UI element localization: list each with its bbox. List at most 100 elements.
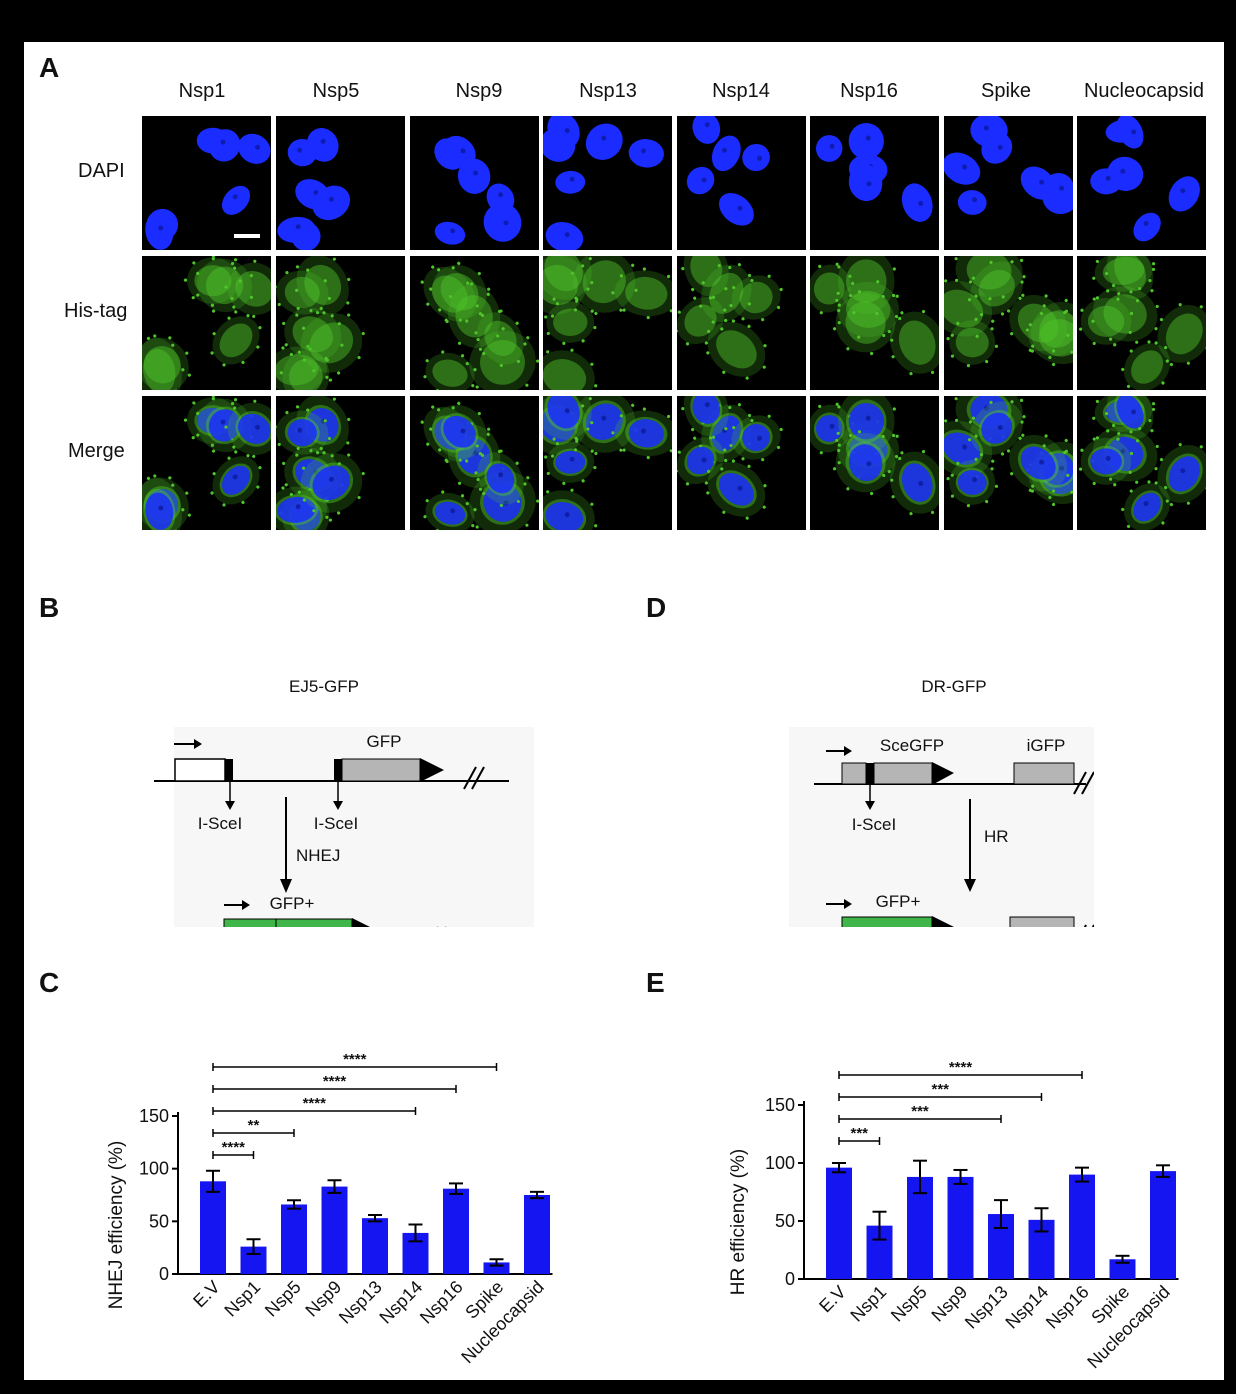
column-header-nsp5: Nsp5 [312, 80, 360, 102]
significance-label: **** [949, 1059, 973, 1076]
image-histag-nsp13 [543, 256, 672, 390]
isce-site-left [225, 759, 233, 781]
row-label-his-tag: His-tag [64, 300, 128, 322]
significance-label: *** [931, 1081, 949, 1098]
image-histag-nsp9 [410, 256, 539, 390]
column-header-nsp14: Nsp14 [712, 80, 770, 102]
x-tick-label: Nsp5 [887, 1282, 931, 1326]
image-histag-nucleocapsid [1077, 256, 1206, 390]
x-tick-label: E.V [189, 1277, 224, 1312]
significance-label: *** [850, 1125, 868, 1142]
nhej-label: NHEJ [296, 846, 340, 865]
column-header-spike: Spike [980, 80, 1032, 102]
significance-label: **** [343, 1051, 367, 1068]
ej5-gfp-diagram: EJ5-GFP GFP I-SceI I-SceI NHEJ GFP+ [154, 677, 534, 927]
bar-spike [483, 1262, 510, 1274]
significance-label: **** [222, 1139, 246, 1156]
bar-nsp16 [443, 1188, 469, 1274]
y-tick-label: 100 [139, 1159, 169, 1179]
image-dapi-nsp1 [142, 116, 271, 250]
igfp-label: iGFP [1027, 736, 1066, 755]
panel-label-e: E [646, 967, 665, 998]
gfp-arrowhead [420, 758, 444, 782]
image-dapi-spike [944, 116, 1073, 250]
igfp-box [1013, 762, 1075, 785]
image-dapi-nsp14 [677, 116, 806, 250]
break-mark [471, 766, 485, 790]
x-tick-label: Nsp13 [961, 1282, 1012, 1333]
image-dapi-nsp16 [810, 116, 939, 250]
x-tick-label: Nsp14 [1001, 1282, 1052, 1333]
bar-nsp13 [362, 1218, 388, 1274]
hr-label: HR [984, 827, 1009, 846]
isce-site-right [334, 759, 342, 781]
bar-nsp5 [281, 1204, 307, 1274]
image-histag-nsp14 [677, 256, 806, 390]
y-tick-label: 0 [785, 1269, 795, 1289]
significance-label: **** [323, 1073, 347, 1090]
gfp-plus-label: GFP+ [270, 894, 315, 913]
x-tick-label: Nsp5 [261, 1277, 305, 1321]
isce-label: I-SceI [852, 815, 896, 834]
image-merge-nsp16 [810, 396, 939, 530]
panel-label-b: B [39, 592, 60, 623]
scale-bar [234, 234, 260, 238]
gfp-plus-label: GFP+ [876, 892, 921, 911]
column-header-nsp1: Nsp1 [178, 80, 226, 102]
scegfp-box-left [841, 762, 867, 785]
y-tick-label: 150 [765, 1095, 795, 1115]
column-header-nsp9: Nsp9 [455, 80, 503, 102]
image-merge-nsp14 [677, 396, 806, 530]
promoter-box [174, 758, 226, 782]
significance-label: **** [303, 1095, 327, 1112]
y-axis-title: NHEJ efficiency (%) [106, 1141, 127, 1310]
gfp-box [341, 758, 421, 782]
dr-gfp-diagram: DR-GFP SceGFP iGFP I-SceI HR GFP+ [789, 677, 1094, 927]
bar-nsp9 [321, 1186, 348, 1274]
figure-panel: A Nsp1 Nsp5 Nsp9 Nsp13 Nsp14 Nsp16 Spike Nucleo… [24, 42, 1224, 1380]
igfp-product-box [1009, 916, 1075, 927]
break-mark [463, 766, 477, 790]
significance-label: *** [911, 1103, 929, 1120]
row-label-merge: Merge [68, 440, 125, 462]
image-histag-nsp5 [276, 256, 405, 390]
gfp-plus-box [841, 916, 933, 927]
column-header-nsp16: Nsp16 [840, 80, 898, 102]
image-dapi-nsp5 [276, 116, 405, 250]
image-merge-nsp9 [410, 396, 539, 530]
gfp-label: GFP [367, 732, 402, 751]
x-tick-label: Nsp16 [1042, 1282, 1093, 1333]
y-tick-label: 50 [149, 1211, 169, 1231]
x-tick-label: Nsp1 [220, 1277, 264, 1321]
image-merge-spike [944, 396, 1073, 530]
bar-nsp9 [947, 1176, 974, 1279]
diagram-background [789, 727, 1094, 927]
bar-nsp16 [1069, 1174, 1095, 1279]
x-tick-label: Nsp1 [846, 1282, 890, 1326]
scegfp-box-right [873, 762, 933, 785]
y-tick-label: 100 [765, 1153, 795, 1173]
image-merge-nsp13 [543, 396, 672, 530]
x-tick-label: Nsp16 [416, 1277, 467, 1328]
diagram-title: DR-GFP [921, 677, 986, 696]
significance-label: ** [248, 1117, 260, 1134]
bar-ev [826, 1167, 852, 1279]
bar-ev [200, 1181, 226, 1274]
panel-label-d: D [646, 592, 667, 623]
promoter-arrowhead [194, 739, 202, 749]
x-tick-label: E.V [815, 1282, 850, 1317]
y-tick-label: 50 [775, 1211, 795, 1231]
gfp-plus-box [223, 918, 353, 927]
image-dapi-nsp9 [410, 116, 539, 250]
image-dapi-nucleocapsid [1077, 116, 1206, 250]
diagram-title: EJ5-GFP [289, 677, 359, 696]
y-tick-label: 150 [139, 1106, 169, 1126]
image-merge-nsp5 [276, 396, 405, 530]
isce-label-left: I-SceI [198, 814, 242, 833]
image-merge-nucleocapsid [1077, 396, 1206, 530]
image-histag-nsp16 [810, 256, 939, 390]
panel-label-a: A [39, 52, 60, 83]
y-axis-title: HR efficiency (%) [728, 1149, 749, 1295]
